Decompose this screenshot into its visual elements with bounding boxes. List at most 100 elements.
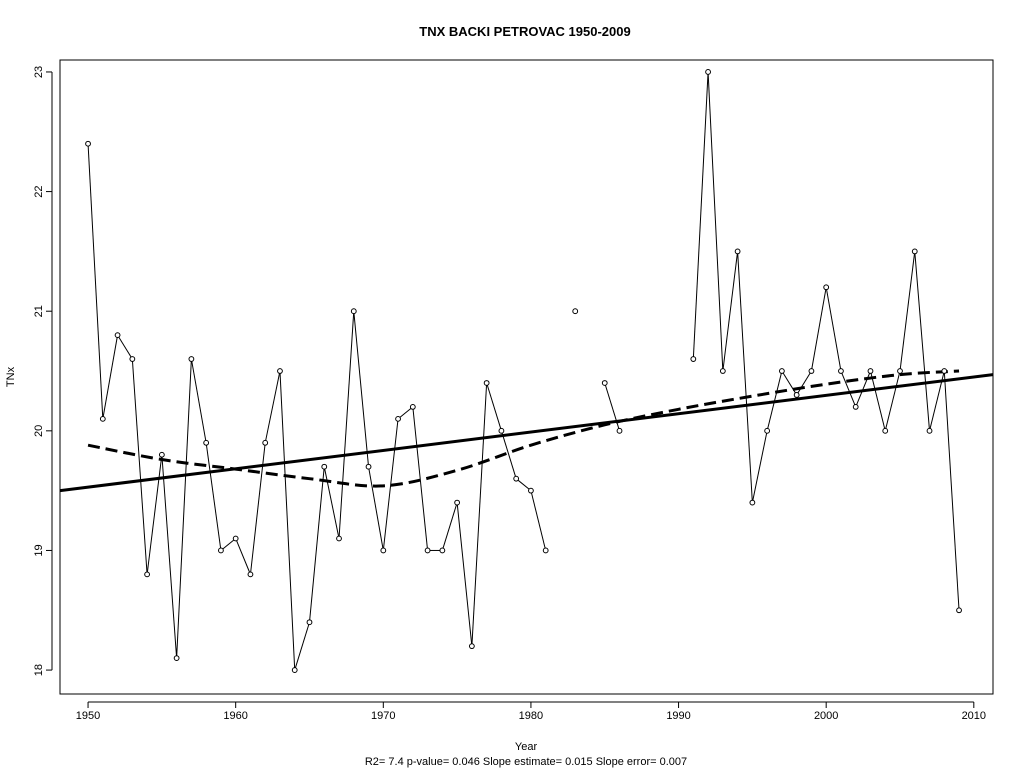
data-point (498, 427, 505, 434)
observed-segment (441, 502, 458, 551)
observed-segment (205, 442, 222, 551)
y-tick-label: 18 (33, 664, 45, 676)
observed-segment (368, 466, 384, 551)
observed-segment (884, 370, 901, 431)
data-point (941, 368, 948, 374)
observed-segment (382, 418, 399, 551)
observed-segment (220, 538, 236, 551)
data-point (572, 308, 579, 315)
observed-segment (869, 370, 886, 431)
data-point (542, 547, 549, 554)
observed-segment (840, 370, 857, 408)
y-tick-label: 23 (33, 66, 45, 78)
data-point (778, 368, 785, 374)
data-point (409, 404, 416, 410)
data-point (291, 667, 298, 673)
data-point (380, 547, 387, 554)
series-layer (60, 69, 993, 673)
observed-segment (131, 359, 148, 575)
data-point (749, 499, 756, 506)
data-point (528, 487, 534, 494)
observed-segment (515, 478, 532, 492)
observed-segment (914, 251, 931, 431)
x-tick-label: 1970 (371, 710, 395, 722)
trend-line (60, 373, 993, 493)
data-point (454, 499, 461, 506)
x-tick-label: 1980 (519, 710, 543, 722)
y-tick-label: 19 (33, 544, 45, 556)
data-point (85, 140, 91, 147)
smoothed-trend-curve (87, 369, 960, 488)
data-point (173, 655, 180, 662)
observed-segment (707, 71, 724, 372)
data-point (306, 619, 313, 626)
observed-segment (338, 311, 355, 539)
data-point (897, 368, 903, 374)
observed-segment (264, 370, 281, 443)
data-point (616, 427, 623, 434)
observed-segment (810, 287, 827, 372)
data-point (365, 463, 372, 470)
data-point (483, 380, 490, 386)
observed-segment (102, 335, 119, 419)
data-point (823, 284, 830, 291)
data-point (395, 415, 401, 422)
observed-segment (737, 251, 753, 503)
observed-segment (692, 71, 709, 360)
observed-segment (161, 454, 178, 659)
data-point (203, 439, 210, 446)
data-point (114, 332, 121, 339)
observed-segment (190, 358, 207, 443)
data-point (926, 427, 933, 434)
data-point (350, 308, 357, 315)
observed-segment (176, 359, 192, 659)
chart-title: TNX BACKI PETROVAC 1950-2009 (419, 24, 630, 39)
observed-segment (722, 251, 739, 372)
observed-segment (146, 454, 163, 575)
observed-segment (397, 406, 414, 420)
x-tick-label: 1950 (76, 710, 100, 722)
data-point (321, 463, 328, 470)
x-tick-label: 2010 (962, 710, 986, 722)
data-point (852, 404, 859, 410)
observed-segment (117, 334, 133, 360)
data-point (513, 475, 520, 482)
observed-segment (781, 370, 798, 396)
data-point (601, 380, 608, 386)
observed-segment (486, 382, 502, 431)
observed-segment (530, 490, 547, 551)
data-point (867, 368, 874, 374)
observed-segment (796, 370, 812, 396)
observed-segment (751, 430, 768, 503)
data-point (705, 69, 711, 75)
observed-segment (87, 143, 104, 419)
data-point (336, 535, 342, 542)
data-point (956, 607, 962, 614)
observed-segment (323, 466, 340, 539)
data-point (218, 547, 224, 554)
data-point (424, 547, 431, 554)
data-point (690, 356, 697, 362)
axes: 1950 1960 1970 1980 1990 2000 2010 18 19 20 21 22 23 (33, 66, 986, 722)
data-point (838, 368, 844, 374)
observed-segment (500, 430, 517, 479)
x-tick-label: 2000 (814, 710, 838, 722)
x-tick-label: 1990 (666, 710, 690, 722)
observed-segment (249, 442, 266, 575)
observed-segment (412, 406, 429, 551)
data-point (158, 451, 165, 458)
y-tick-label: 20 (33, 425, 45, 437)
data-point (144, 571, 150, 578)
data-point (808, 368, 815, 374)
regression-stats-text: R2= 7.4 p-value= 0.046 Slope estimate= 0… (365, 756, 687, 768)
y-axis-label: TNx (5, 366, 17, 387)
observed-segment (899, 251, 916, 372)
data-point (439, 547, 446, 554)
data-point (277, 368, 283, 374)
data-point (129, 356, 136, 362)
data-point (188, 356, 195, 362)
y-tick-label: 21 (33, 305, 45, 317)
data-point (734, 248, 741, 255)
data-point (232, 535, 239, 542)
